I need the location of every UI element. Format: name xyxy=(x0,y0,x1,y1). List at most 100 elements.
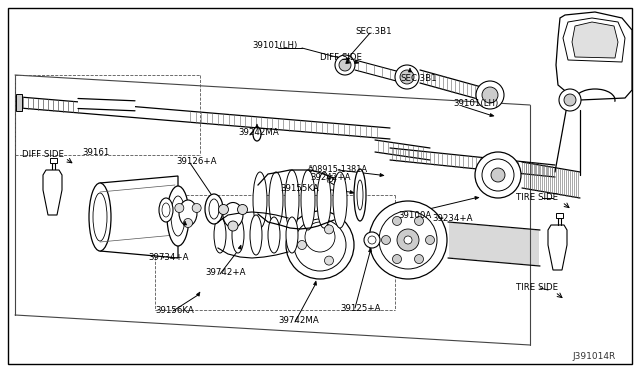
Text: ð08915-1381A: ð08915-1381A xyxy=(308,165,368,174)
Ellipse shape xyxy=(228,221,238,231)
Polygon shape xyxy=(349,190,354,193)
Ellipse shape xyxy=(209,199,219,219)
Polygon shape xyxy=(563,18,625,62)
Ellipse shape xyxy=(298,241,307,250)
Polygon shape xyxy=(408,68,412,72)
Text: 39125+A: 39125+A xyxy=(340,304,381,313)
Ellipse shape xyxy=(564,94,576,106)
Ellipse shape xyxy=(268,217,280,253)
Text: 39100A: 39100A xyxy=(398,211,431,220)
Ellipse shape xyxy=(205,194,223,224)
Ellipse shape xyxy=(368,236,376,244)
Text: SEC.3B1: SEC.3B1 xyxy=(400,74,436,83)
Text: 39234+A: 39234+A xyxy=(432,214,472,223)
Text: DIFF SIDE: DIFF SIDE xyxy=(320,53,362,62)
Ellipse shape xyxy=(395,65,419,89)
Ellipse shape xyxy=(286,217,298,253)
Ellipse shape xyxy=(301,170,315,230)
Polygon shape xyxy=(556,213,563,218)
Polygon shape xyxy=(16,94,22,111)
FancyBboxPatch shape xyxy=(78,97,135,109)
Ellipse shape xyxy=(354,169,366,221)
Text: 39155KA: 39155KA xyxy=(280,184,319,193)
Ellipse shape xyxy=(253,172,267,228)
Polygon shape xyxy=(100,176,178,258)
Ellipse shape xyxy=(491,168,505,182)
Ellipse shape xyxy=(294,219,346,271)
Ellipse shape xyxy=(286,211,354,279)
Text: 39242+A: 39242+A xyxy=(310,173,351,182)
Polygon shape xyxy=(346,61,350,64)
Ellipse shape xyxy=(397,229,419,251)
Ellipse shape xyxy=(475,152,521,198)
Text: 39156KA: 39156KA xyxy=(155,306,194,315)
Ellipse shape xyxy=(232,217,244,253)
Ellipse shape xyxy=(223,202,243,228)
Ellipse shape xyxy=(364,232,380,248)
Polygon shape xyxy=(475,196,479,200)
Polygon shape xyxy=(43,170,62,215)
Ellipse shape xyxy=(89,183,111,251)
Polygon shape xyxy=(380,173,384,177)
Ellipse shape xyxy=(379,211,437,269)
Ellipse shape xyxy=(214,217,226,253)
Text: TIRE SIDE: TIRE SIDE xyxy=(516,193,558,202)
Ellipse shape xyxy=(93,193,107,241)
Text: 39742+A: 39742+A xyxy=(205,268,246,277)
Polygon shape xyxy=(355,61,359,64)
Text: DIFF SIDE: DIFF SIDE xyxy=(22,150,64,159)
Ellipse shape xyxy=(415,254,424,263)
Ellipse shape xyxy=(159,198,173,222)
Ellipse shape xyxy=(175,203,184,212)
Ellipse shape xyxy=(392,254,401,263)
Polygon shape xyxy=(314,281,317,285)
Ellipse shape xyxy=(339,59,351,71)
Ellipse shape xyxy=(482,87,498,103)
Polygon shape xyxy=(184,221,187,225)
Ellipse shape xyxy=(237,205,248,215)
Ellipse shape xyxy=(335,55,355,75)
Text: 39161: 39161 xyxy=(82,148,109,157)
Ellipse shape xyxy=(404,236,412,244)
Text: SEC.3B1: SEC.3B1 xyxy=(355,27,392,36)
Polygon shape xyxy=(548,225,567,270)
Ellipse shape xyxy=(476,81,504,109)
Ellipse shape xyxy=(253,127,261,141)
Ellipse shape xyxy=(324,256,333,265)
Ellipse shape xyxy=(333,172,347,228)
FancyBboxPatch shape xyxy=(8,8,632,364)
Ellipse shape xyxy=(357,180,363,210)
Polygon shape xyxy=(369,248,372,252)
Text: 39242MA: 39242MA xyxy=(238,128,279,137)
Ellipse shape xyxy=(369,201,447,279)
Text: TIRE SIDE: TIRE SIDE xyxy=(516,283,558,292)
Polygon shape xyxy=(255,124,259,128)
Polygon shape xyxy=(490,113,494,116)
Text: (6): (6) xyxy=(325,175,337,184)
Ellipse shape xyxy=(415,217,424,225)
Ellipse shape xyxy=(218,205,228,215)
Ellipse shape xyxy=(317,172,331,228)
Ellipse shape xyxy=(162,203,170,217)
Ellipse shape xyxy=(192,203,201,212)
Ellipse shape xyxy=(305,222,335,252)
Ellipse shape xyxy=(426,235,435,244)
Polygon shape xyxy=(50,158,57,163)
Ellipse shape xyxy=(250,215,262,255)
Ellipse shape xyxy=(179,200,197,226)
Text: 39101(LH): 39101(LH) xyxy=(252,41,297,50)
Ellipse shape xyxy=(324,225,333,234)
Ellipse shape xyxy=(184,218,193,228)
Text: 39126+A: 39126+A xyxy=(176,157,216,166)
Polygon shape xyxy=(238,245,241,249)
Polygon shape xyxy=(346,58,349,62)
Ellipse shape xyxy=(269,172,283,228)
Ellipse shape xyxy=(559,89,581,111)
Text: 39742MA: 39742MA xyxy=(278,316,319,325)
Ellipse shape xyxy=(171,196,185,236)
Polygon shape xyxy=(556,12,632,100)
Ellipse shape xyxy=(167,186,189,246)
Ellipse shape xyxy=(400,70,414,84)
Text: 39734+A: 39734+A xyxy=(148,253,189,262)
Ellipse shape xyxy=(482,159,514,191)
